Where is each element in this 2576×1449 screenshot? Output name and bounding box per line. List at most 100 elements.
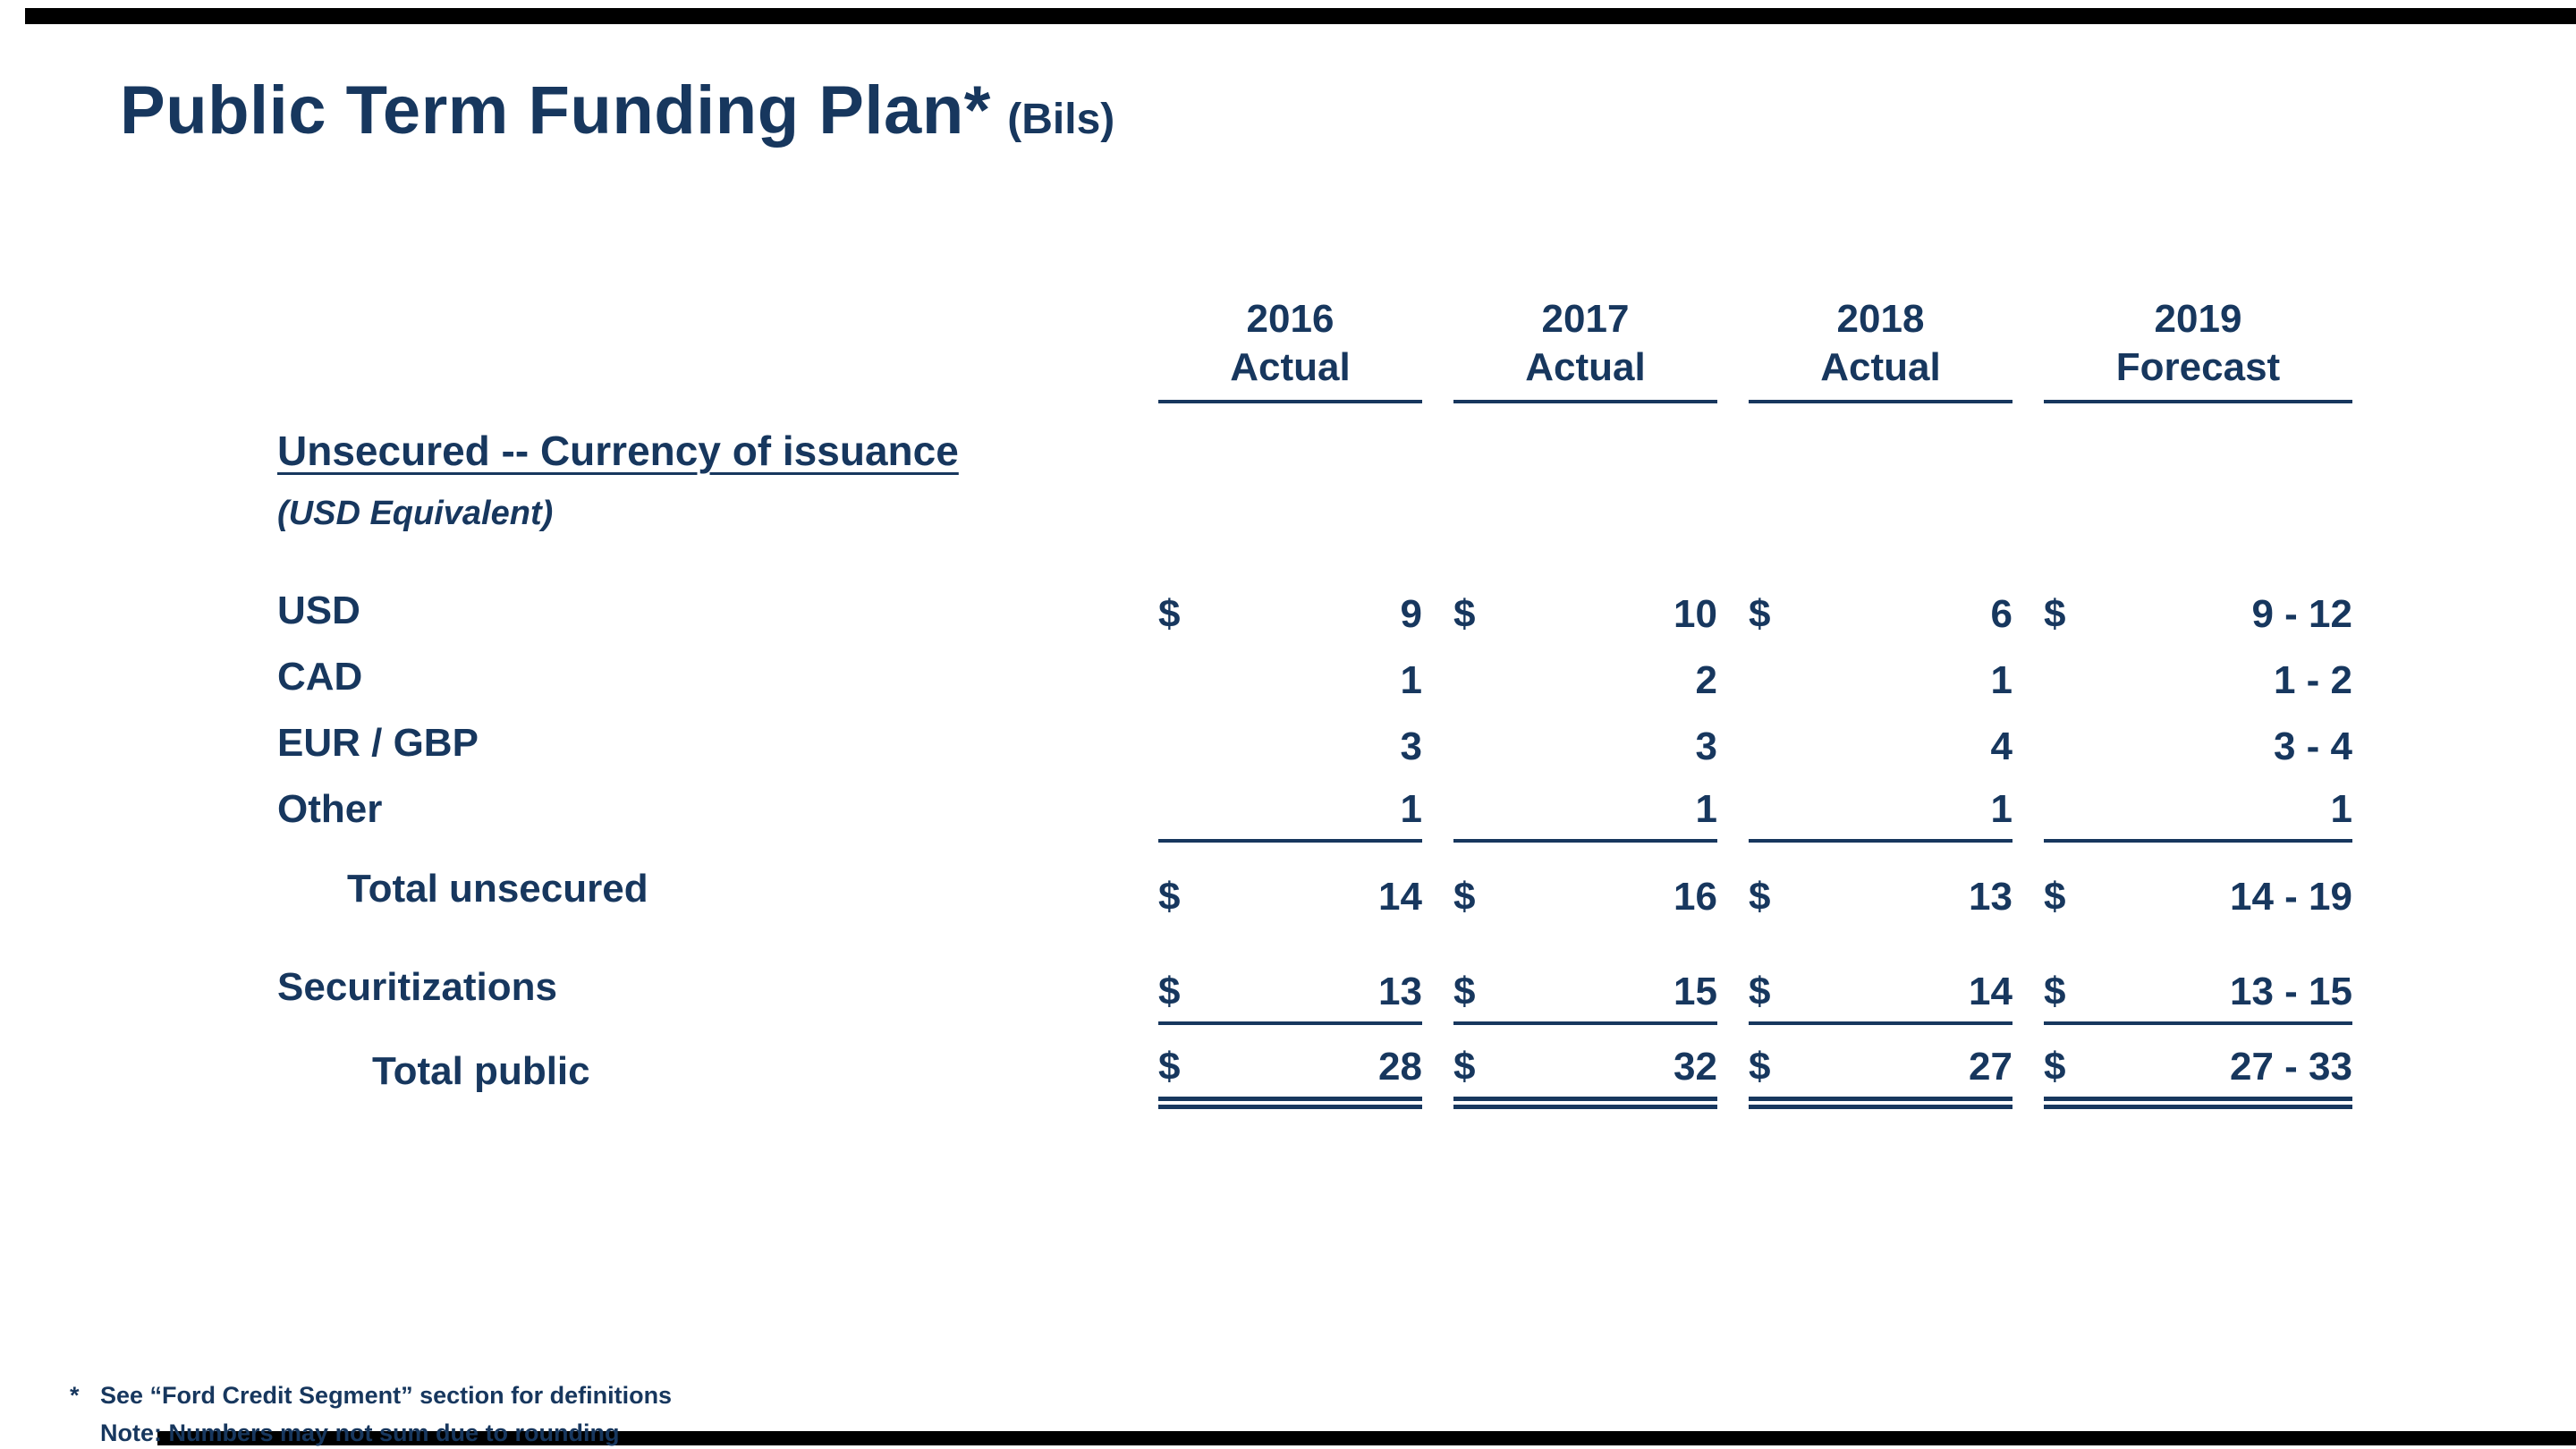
table-row-eur-gbp: EUR / GBP 3 3 4 3 - 4	[277, 710, 2361, 776]
cell-2017: $15	[1453, 970, 1717, 1026]
value: 1	[1990, 787, 2012, 832]
cell-2016: $9	[1158, 592, 1422, 644]
dollar-sign: $	[1453, 592, 1476, 637]
value: 1	[1990, 658, 2012, 703]
section-header: Unsecured -- Currency of issuance	[277, 428, 959, 475]
value: 16	[1674, 875, 1717, 919]
row-label: Total public	[372, 1049, 590, 1094]
value: 3 - 4	[2273, 724, 2352, 769]
cell-2017: 2	[1453, 658, 1717, 710]
cell-2017: 1	[1453, 787, 1717, 843]
cell-2019: $14 - 19	[2044, 875, 2352, 927]
row-label: EUR / GBP	[277, 721, 479, 766]
value: 27	[1969, 1045, 2012, 1089]
cell-2019: $13 - 15	[2044, 970, 2352, 1026]
dollar-sign: $	[2044, 970, 2066, 1014]
cell-2017: $32	[1453, 1045, 1717, 1110]
cell-2018: 1	[1749, 658, 2012, 710]
footnotes: * See “Ford Credit Segment” section for …	[70, 1377, 672, 1449]
cell-2019: 1	[2044, 787, 2352, 843]
dollar-sign: $	[1158, 1045, 1181, 1089]
value: 1	[1695, 787, 1717, 832]
value: 10	[1674, 592, 1717, 637]
value: 13	[1378, 970, 1422, 1014]
table-row-cad: CAD 1 2 1 1 - 2	[277, 644, 2361, 710]
value: 13	[1969, 875, 2012, 919]
table-row-other: Other 1 1 1 1	[277, 776, 2361, 843]
row-label: Other	[277, 787, 383, 832]
dollar-sign: $	[1158, 970, 1181, 1014]
table-body: USD $9 $10 $6 $9 - 12 CAD 1 2 1 1 - 2 EU…	[277, 578, 2361, 1110]
column-label: Actual	[1525, 344, 1646, 389]
dollar-sign: $	[1158, 875, 1181, 919]
table-row-total-public: Total public $28 $32 $27 $27 - 33	[277, 1034, 2361, 1110]
value: 1	[1400, 787, 1422, 832]
cell-2016: $13	[1158, 970, 1422, 1026]
table-row-securitizations: Securitizations $13 $15 $14 $13 - 15	[277, 950, 2361, 1026]
column-year: 2016	[1246, 297, 1335, 341]
value: 14	[1378, 875, 1422, 919]
value: 1	[2330, 787, 2352, 832]
footnote-marker-spacer	[70, 1415, 100, 1449]
cell-2016: $14	[1158, 875, 1422, 927]
top-border-bar	[25, 8, 2576, 24]
cell-2017: $10	[1453, 592, 1717, 644]
footnote-text: Note: Numbers may not sum due to roundin…	[100, 1419, 620, 1446]
dollar-sign: $	[2044, 592, 2066, 637]
footnote-marker: *	[70, 1382, 80, 1409]
dollar-sign: $	[1749, 592, 1771, 637]
value: 13 - 15	[2230, 970, 2352, 1014]
value: 9	[1400, 592, 1422, 637]
cell-2019: 1 - 2	[2044, 658, 2352, 710]
value: 1 - 2	[2273, 658, 2352, 703]
value: 3	[1695, 724, 1717, 769]
dollar-sign: $	[1749, 1045, 1771, 1089]
dollar-sign: $	[1158, 592, 1181, 637]
cell-2019: $27 - 33	[2044, 1045, 2352, 1110]
cell-2018: $14	[1749, 970, 2012, 1026]
column-header-2017: 2017 Actual	[1453, 295, 1717, 404]
column-year: 2019	[2154, 297, 2242, 341]
value: 4	[1990, 724, 2012, 769]
table-header-row: 2016 Actual 2017 Actual 2018 Actual 2019…	[277, 295, 2361, 404]
dollar-sign: $	[2044, 1045, 2066, 1089]
value: 28	[1378, 1045, 1422, 1089]
cell-2018: $27	[1749, 1045, 2012, 1110]
cell-2016: 1	[1158, 787, 1422, 843]
cell-2018: $6	[1749, 592, 2012, 644]
footnote-definitions: * See “Ford Credit Segment” section for …	[70, 1377, 672, 1415]
footnote-rounding: Note: Numbers may not sum due to roundin…	[70, 1415, 672, 1449]
cell-2017: $16	[1453, 875, 1717, 927]
row-label: CAD	[277, 655, 363, 699]
cell-2016: 3	[1158, 724, 1422, 776]
row-label: Total unsecured	[347, 867, 648, 911]
dollar-sign: $	[2044, 875, 2066, 919]
table-row-usd: USD $9 $10 $6 $9 - 12	[277, 578, 2361, 644]
column-label: Actual	[1820, 344, 1941, 389]
cell-2016: $28	[1158, 1045, 1422, 1110]
slide-title: Public Term Funding Plan*	[120, 72, 991, 148]
dollar-sign: $	[1453, 875, 1476, 919]
funding-plan-table: 2016 Actual 2017 Actual 2018 Actual 2019…	[277, 295, 2361, 1110]
dollar-sign: $	[1453, 1045, 1476, 1089]
section-subheader: (USD Equivalent)	[277, 495, 554, 533]
cell-2018: 4	[1749, 724, 2012, 776]
value: 1	[1400, 658, 1422, 703]
value: 6	[1990, 592, 2012, 637]
cell-2017: 3	[1453, 724, 1717, 776]
column-header-2019: 2019 Forecast	[2044, 295, 2352, 404]
cell-2018: $13	[1749, 875, 2012, 927]
value: 32	[1674, 1045, 1717, 1089]
column-year: 2018	[1836, 297, 1925, 341]
slide-title-row: Public Term Funding Plan* (Bils)	[120, 72, 1114, 149]
cell-2018: 1	[1749, 787, 2012, 843]
value: 15	[1674, 970, 1717, 1014]
row-label: USD	[277, 589, 360, 633]
column-year: 2017	[1541, 297, 1630, 341]
row-label: Securitizations	[277, 965, 557, 1010]
dollar-sign: $	[1749, 875, 1771, 919]
column-header-2016: 2016 Actual	[1158, 295, 1422, 404]
value: 14 - 19	[2230, 875, 2352, 919]
column-label: Actual	[1230, 344, 1351, 389]
